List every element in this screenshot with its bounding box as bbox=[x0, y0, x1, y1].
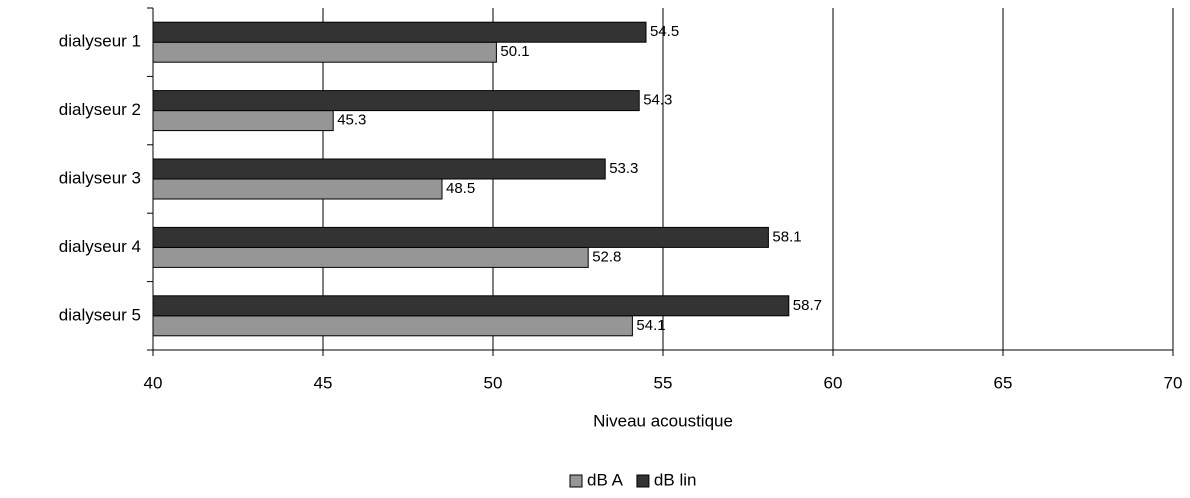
bar bbox=[152, 226, 769, 248]
bar bbox=[152, 110, 334, 132]
bar bbox=[152, 41, 497, 63]
data-label: 45.3 bbox=[337, 112, 366, 129]
bar bbox=[152, 246, 589, 268]
x-tick-label: 65 bbox=[994, 373, 1013, 392]
y-tick-label: dialyseur 2 bbox=[59, 100, 141, 119]
data-label: 54.3 bbox=[643, 92, 672, 109]
x-tick-label: 50 bbox=[484, 373, 503, 392]
x-tick-label: 55 bbox=[654, 373, 673, 392]
bar bbox=[152, 315, 633, 337]
x-tick-label: 70 bbox=[1164, 373, 1183, 392]
x-axis-title: Niveau acoustique bbox=[593, 411, 733, 430]
data-label: 53.3 bbox=[609, 160, 638, 177]
legend-swatch bbox=[569, 474, 583, 488]
bar bbox=[152, 21, 647, 43]
legend-label: dB lin bbox=[654, 470, 697, 489]
bar bbox=[152, 90, 640, 112]
legend-swatch bbox=[636, 474, 650, 488]
x-tick-label: 40 bbox=[144, 373, 163, 392]
y-tick-label: dialyseur 1 bbox=[59, 32, 141, 51]
x-tick-label: 60 bbox=[824, 373, 843, 392]
bar bbox=[152, 295, 790, 317]
bar bbox=[152, 158, 606, 180]
data-label: 54.5 bbox=[650, 23, 679, 40]
data-label: 58.1 bbox=[772, 228, 801, 245]
data-label: 48.5 bbox=[446, 180, 475, 197]
data-label: 50.1 bbox=[500, 43, 529, 60]
data-label: 58.7 bbox=[793, 297, 822, 314]
legend-label: dB A bbox=[587, 470, 624, 489]
y-tick-label: dialyseur 4 bbox=[59, 237, 141, 256]
y-tick-label: dialyseur 3 bbox=[59, 168, 141, 187]
bar bbox=[152, 178, 443, 200]
x-tick-label: 45 bbox=[314, 373, 333, 392]
data-label: 54.1 bbox=[636, 317, 665, 334]
y-tick-label: dialyseur 5 bbox=[59, 305, 141, 324]
data-label: 52.8 bbox=[592, 248, 621, 265]
